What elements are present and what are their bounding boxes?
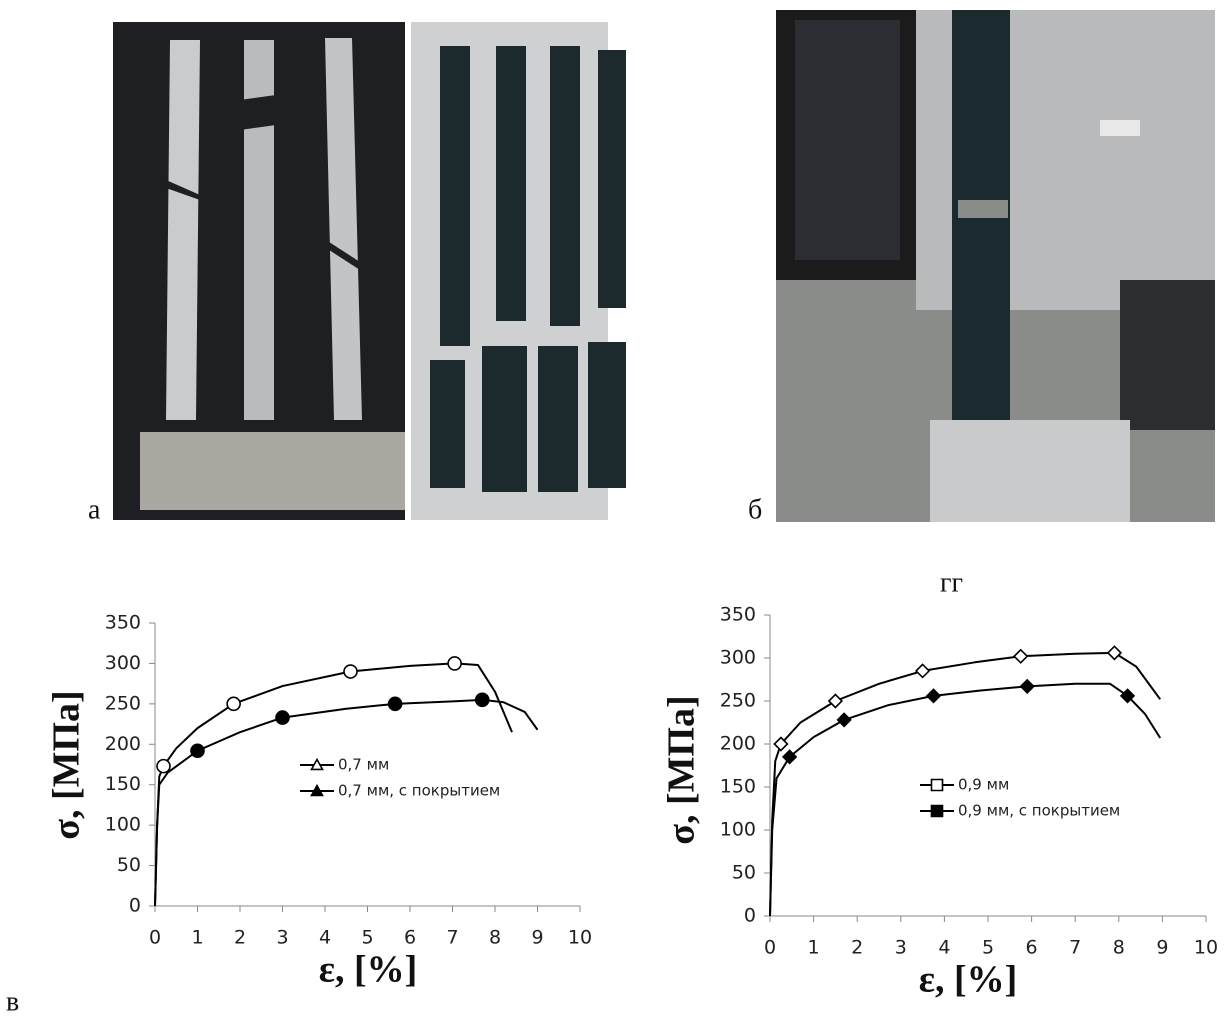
- data-line: [770, 684, 1160, 916]
- y-tick-label: 250: [105, 692, 141, 714]
- legend-label: 0,7 мм: [338, 756, 389, 774]
- x-tick-label: 1: [191, 927, 203, 949]
- photo-aluminum-specimens: [113, 22, 405, 520]
- photo-coated-specimens: [411, 22, 626, 520]
- photo-test-machine: [776, 10, 1215, 522]
- y-axis-title: σ, [МПа]: [46, 690, 88, 839]
- x-tick-label: 3: [895, 937, 907, 959]
- panel-label: в: [6, 986, 19, 1017]
- data-point: [344, 665, 357, 678]
- data-point: [1021, 680, 1034, 693]
- x-tick-label: 1: [808, 937, 820, 959]
- y-tick-label: 150: [720, 776, 756, 798]
- panel-label: б: [748, 494, 762, 525]
- x-tick-label: 10: [568, 927, 592, 949]
- x-tick-label: 0: [764, 937, 776, 959]
- y-tick-label: 350: [720, 604, 756, 626]
- data-point: [389, 697, 402, 710]
- x-tick-label: 3: [276, 927, 288, 949]
- panel-label: гг: [940, 567, 963, 598]
- x-tick-label: 7: [1069, 937, 1081, 959]
- data-point: [191, 744, 204, 757]
- x-tick-label: 4: [938, 937, 950, 959]
- legend-label: 0,9 мм: [958, 776, 1009, 794]
- x-tick-label: 6: [404, 927, 416, 949]
- y-tick-label: 300: [105, 652, 141, 674]
- x-tick-label: 9: [1156, 937, 1168, 959]
- data-point: [1108, 646, 1121, 659]
- x-tick-label: 0: [149, 927, 161, 949]
- x-axis-title: ε, [%]: [319, 949, 418, 991]
- figure: а б гг в 0501001502002503003500123456789…: [0, 0, 1226, 1018]
- y-tick-label: 250: [720, 690, 756, 712]
- legend-label: 0,7 мм, с покрытием: [338, 782, 500, 800]
- data-point: [1014, 650, 1027, 663]
- y-tick-label: 150: [105, 773, 141, 795]
- data-point: [916, 664, 929, 677]
- data-point: [838, 713, 851, 726]
- x-tick-label: 10: [1194, 937, 1218, 959]
- data-point: [227, 697, 240, 710]
- y-tick-label: 100: [720, 819, 756, 841]
- x-tick-label: 5: [361, 927, 373, 949]
- x-tick-label: 2: [234, 927, 246, 949]
- figure-page: а б гг в 0501001502002503003500123456789…: [0, 0, 1226, 1018]
- x-axis-title: ε, [%]: [919, 959, 1018, 1001]
- data-point: [476, 693, 489, 706]
- y-tick-label: 0: [129, 895, 141, 917]
- y-tick-label: 100: [105, 814, 141, 836]
- x-tick-label: 5: [982, 937, 994, 959]
- data-point: [927, 689, 940, 702]
- x-tick-label: 4: [319, 927, 331, 949]
- data-point: [276, 711, 289, 724]
- y-tick-label: 300: [720, 647, 756, 669]
- data-point: [829, 695, 842, 708]
- y-tick-label: 350: [105, 612, 141, 634]
- x-tick-label: 9: [531, 927, 543, 949]
- y-axis-title: σ, [МПа]: [661, 695, 703, 844]
- y-tick-label: 200: [720, 733, 756, 755]
- x-tick-label: 8: [1113, 937, 1125, 959]
- data-point: [157, 760, 170, 773]
- y-tick-label: 50: [732, 862, 756, 884]
- x-tick-label: 7: [446, 927, 458, 949]
- panel-label: а: [88, 494, 101, 525]
- x-tick-label: 2: [851, 937, 863, 959]
- data-line: [155, 700, 538, 906]
- x-tick-label: 8: [489, 927, 501, 949]
- y-tick-label: 50: [117, 854, 141, 876]
- legend-marker: [932, 780, 943, 791]
- legend-marker: [932, 806, 943, 817]
- x-tick-label: 6: [1026, 937, 1038, 959]
- legend-label: 0,9 мм, с покрытием: [958, 802, 1120, 820]
- y-tick-label: 200: [105, 733, 141, 755]
- data-point: [448, 657, 461, 670]
- y-tick-label: 0: [744, 905, 756, 927]
